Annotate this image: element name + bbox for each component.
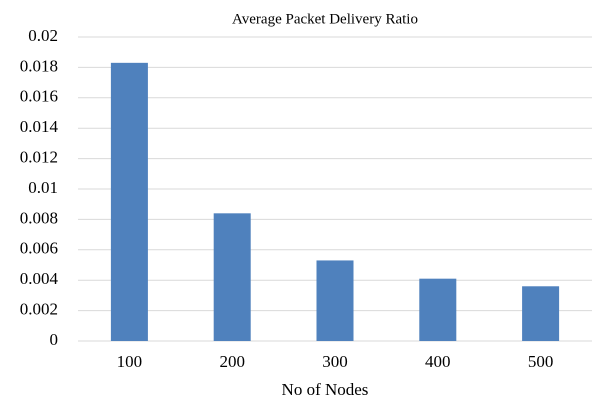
x-tick-label: 400 bbox=[425, 352, 451, 371]
y-tick-label: 0.006 bbox=[20, 239, 58, 258]
x-tick-label: 500 bbox=[528, 352, 554, 371]
bar bbox=[110, 62, 148, 342]
y-tick-label: 0.008 bbox=[20, 208, 58, 227]
bar bbox=[522, 286, 560, 341]
x-tick-label: 200 bbox=[219, 352, 245, 371]
y-tick-label: 0.004 bbox=[20, 269, 59, 288]
bar bbox=[316, 260, 354, 341]
y-tick-label: 0.02 bbox=[28, 26, 58, 45]
y-tick-label: 0 bbox=[50, 330, 59, 349]
x-tick-label: 300 bbox=[322, 352, 348, 371]
y-tick-label: 0.018 bbox=[20, 56, 58, 75]
bar bbox=[419, 278, 457, 341]
bar bbox=[213, 213, 251, 341]
y-tick-label: 0.01 bbox=[28, 178, 58, 197]
y-tick-label: 0.014 bbox=[20, 117, 59, 136]
y-tick-label: 0.002 bbox=[20, 300, 58, 319]
x-axis-label: No of Nodes bbox=[282, 380, 369, 399]
chart-title: Average Packet Delivery Ratio bbox=[232, 11, 418, 27]
x-tick-label: 100 bbox=[117, 352, 143, 371]
y-tick-label: 0.012 bbox=[20, 148, 58, 167]
y-tick-label: 0.016 bbox=[20, 87, 58, 106]
